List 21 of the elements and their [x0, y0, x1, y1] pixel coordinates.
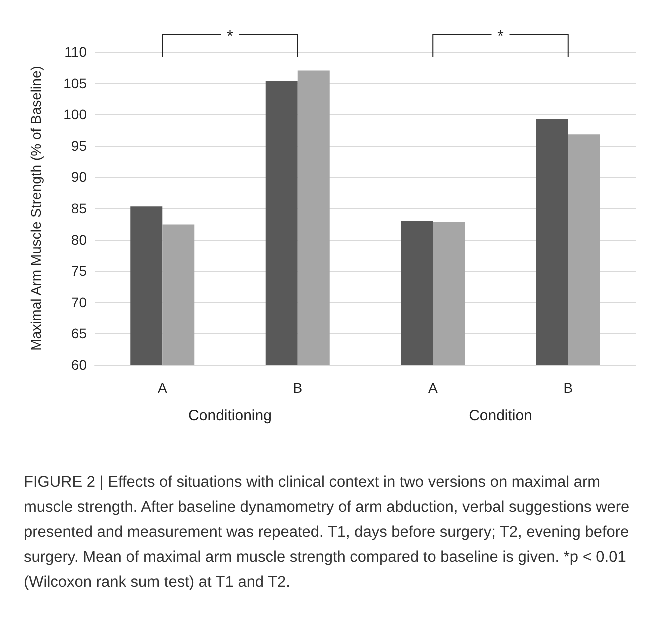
caption: FIGURE 2 | Effects of situations with clinical context in two versions on maximal arm muscle strength. After baseline dynamometry of arm abduction, verbal suggestions were presented and measurement was repeated. T1, days before surgery; T2, evening before surgery. Mean of maximal arm muscle strength compared to baseline is given. *p < 0.01 (Wilcoxon rank sum test) at T1 and T2.: [24, 474, 634, 591]
x-tick-label: A: [428, 380, 438, 396]
text: *: [227, 28, 234, 46]
x-tick-label: A: [158, 380, 168, 396]
y-tick-label: 70: [71, 294, 88, 310]
y-tick-label: 110: [64, 44, 88, 60]
y-axis-title: Maximal Arm Muscle Strength (% of Baseline): [28, 66, 44, 351]
text: Conditioning: [188, 408, 272, 424]
y-tick-label: 105: [64, 75, 88, 92]
x-tick-label: B: [293, 380, 303, 396]
y-tick-label: 85: [71, 200, 88, 216]
y-tick-label: 60: [71, 357, 88, 373]
text: Condition: [469, 408, 532, 424]
y-tick-label: 90: [71, 169, 88, 186]
y-tick-label: 80: [71, 232, 88, 248]
y-tick-label: 100: [64, 106, 88, 123]
y-tick-label: 65: [71, 326, 88, 342]
y-tick-label: 75: [71, 263, 88, 280]
x-tick-label: B: [564, 380, 574, 396]
y-tick-label: 95: [71, 138, 88, 154]
text: *: [498, 28, 504, 46]
